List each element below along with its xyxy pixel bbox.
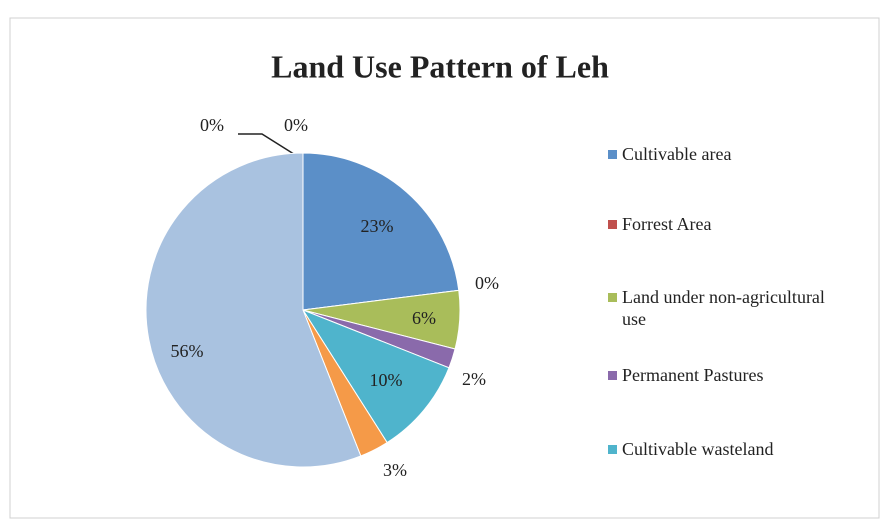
data-label: 0% [284, 115, 308, 135]
data-label: 2% [462, 369, 486, 389]
pie-slice [301, 308, 450, 444]
legend-item: Permanent Pastures [608, 364, 837, 386]
legend-label: Forrest Area [622, 214, 712, 234]
pie-slice [302, 152, 460, 311]
data-label: 56% [171, 341, 204, 361]
data-label: 6% [412, 308, 436, 328]
data-label: 23% [361, 216, 394, 236]
data-label: 10% [370, 370, 403, 390]
legend-swatch [608, 293, 617, 302]
chart-title: Land Use Pattern of Leh [271, 48, 609, 84]
legend-item: Cultivable wasteland [608, 438, 837, 460]
legend-label: Permanent Pastures [622, 365, 764, 385]
legend-item: Forrest Area [608, 213, 837, 235]
legend-swatch [608, 371, 617, 380]
legend-swatch [608, 445, 617, 454]
data-label: 0% [200, 115, 224, 135]
legend-swatch [608, 220, 617, 229]
leader-line [238, 133, 298, 157]
legend-label: Cultivable area [622, 144, 732, 164]
legend-swatch [608, 150, 617, 159]
legend-label: Cultivable wasteland [622, 439, 774, 459]
data-label: 0% [475, 273, 499, 293]
data-label: 3% [383, 460, 407, 480]
pie-slice [145, 152, 362, 468]
legend-label: Land under non-agricultural use [622, 287, 825, 329]
legend-item: Cultivable area [608, 143, 837, 165]
legend-item: Land under non-agricultural use [608, 286, 837, 330]
